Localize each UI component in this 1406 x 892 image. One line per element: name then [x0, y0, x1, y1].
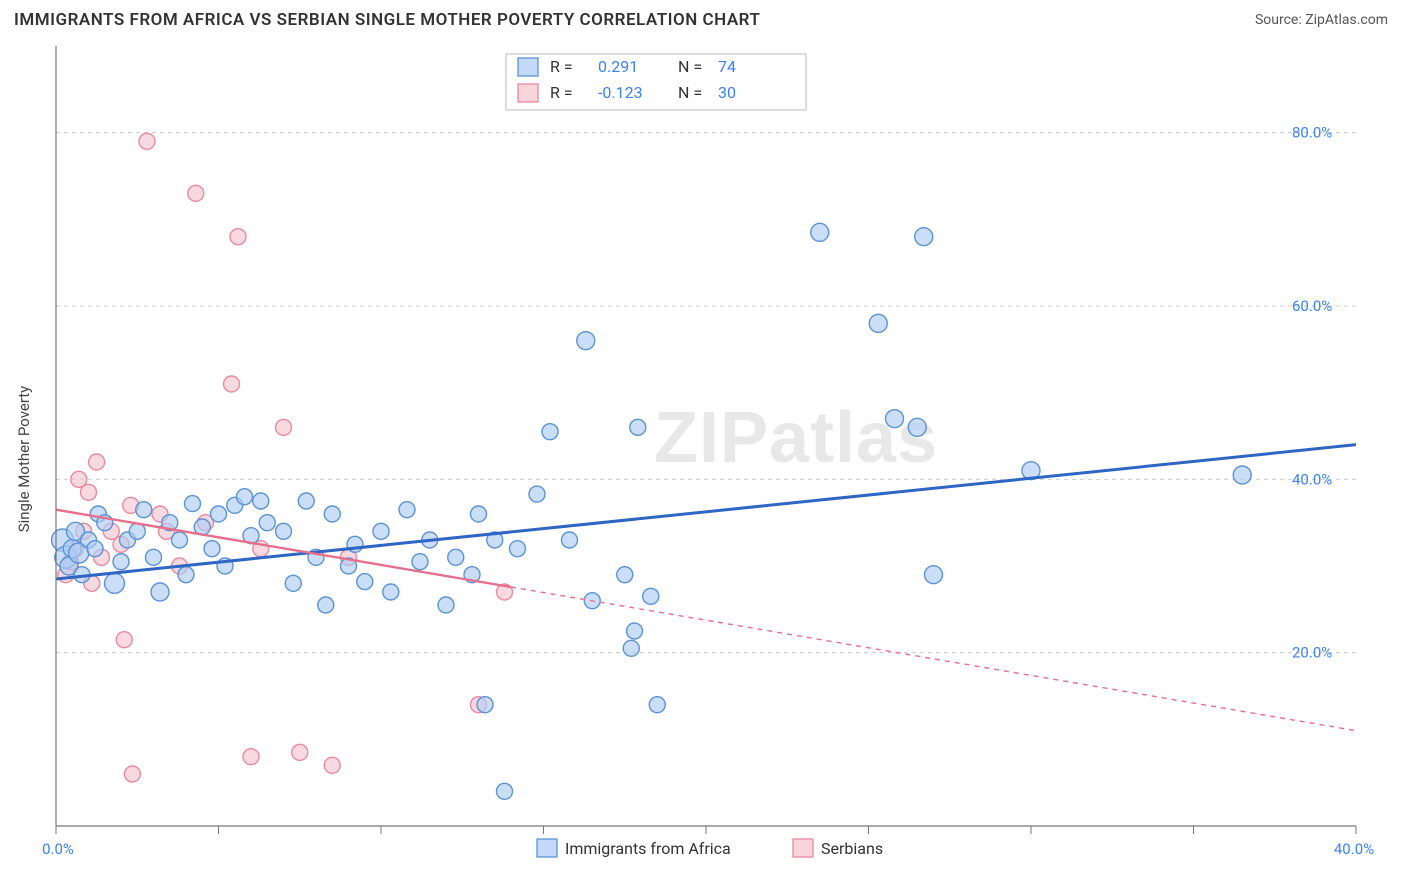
- x-tick-label: 0.0%: [42, 840, 74, 858]
- africa-point: [438, 597, 454, 613]
- legend-n-label: N =: [678, 83, 702, 102]
- africa-point: [298, 493, 314, 509]
- legend-r-value: 0.291: [598, 57, 638, 76]
- africa-point: [105, 573, 125, 593]
- serbians-trendline-dashed: [511, 587, 1356, 731]
- serbians-point: [116, 632, 132, 648]
- africa-point: [211, 506, 227, 522]
- africa-point: [185, 496, 201, 512]
- legend-n-value: 30: [718, 83, 736, 102]
- y-tick-label: 80.0%: [1292, 124, 1332, 142]
- africa-point: [276, 523, 292, 539]
- legend-r-label: R =: [550, 57, 573, 76]
- africa-point: [253, 493, 269, 509]
- legend-swatch: [518, 84, 538, 102]
- africa-point: [383, 584, 399, 600]
- y-tick-label: 20.0%: [1292, 644, 1332, 662]
- serbians-point: [139, 133, 155, 149]
- africa-point: [285, 575, 301, 591]
- africa-point: [627, 623, 643, 639]
- legend-n-value: 74: [718, 57, 736, 76]
- africa-point: [324, 506, 340, 522]
- x-tick-label: 40.0%: [1334, 840, 1374, 858]
- serbians-point: [89, 454, 105, 470]
- africa-point: [318, 597, 334, 613]
- africa-point: [237, 489, 253, 505]
- serbians-point: [276, 419, 292, 435]
- africa-point: [542, 424, 558, 440]
- africa-point: [87, 541, 103, 557]
- africa-point: [577, 332, 595, 350]
- africa-point: [529, 486, 545, 502]
- legend-n-label: N =: [678, 57, 702, 76]
- africa-point: [908, 418, 926, 436]
- bottom-legend-swatch: [537, 839, 557, 857]
- africa-point: [915, 228, 933, 246]
- bottom-legend-label: Serbians: [821, 839, 883, 858]
- y-axis-label: Single Mother Poverty: [15, 386, 33, 533]
- serbians-point: [243, 749, 259, 765]
- y-tick-label: 40.0%: [1292, 470, 1332, 488]
- africa-point: [172, 532, 188, 548]
- serbians-point: [124, 766, 140, 782]
- africa-point: [497, 783, 513, 799]
- serbians-point: [188, 185, 204, 201]
- africa-point: [399, 502, 415, 518]
- source-label: Source:: [1255, 12, 1305, 28]
- africa-point: [178, 567, 194, 583]
- africa-point: [151, 583, 169, 601]
- africa-point: [448, 549, 464, 565]
- africa-point: [643, 588, 659, 604]
- africa-point: [617, 567, 633, 583]
- africa-point: [412, 554, 428, 570]
- africa-point: [129, 523, 145, 539]
- serbians-point: [81, 484, 97, 500]
- y-tick-label: 60.0%: [1292, 297, 1332, 315]
- serbians-point: [230, 229, 246, 245]
- africa-point: [373, 523, 389, 539]
- serbians-point: [224, 376, 240, 392]
- africa-point: [630, 419, 646, 435]
- africa-point: [1233, 466, 1251, 484]
- correlation-chart: 20.0%40.0%60.0%80.0%ZIPatlas0.0%40.0%R =…: [14, 40, 1378, 878]
- africa-point: [811, 223, 829, 241]
- africa-point: [510, 541, 526, 557]
- bottom-legend-label: Immigrants from Africa: [565, 839, 731, 858]
- africa-point: [204, 541, 220, 557]
- africa-point: [869, 314, 887, 332]
- africa-point: [113, 554, 129, 570]
- africa-point: [259, 515, 275, 531]
- legend-r-label: R =: [550, 83, 573, 102]
- africa-point: [925, 566, 943, 584]
- source-attribution: Source: ZipAtlas.com: [1255, 12, 1388, 28]
- africa-point: [471, 506, 487, 522]
- source-name: ZipAtlas.com: [1305, 12, 1388, 28]
- legend-r-value: -0.123: [598, 83, 643, 102]
- serbians-point: [324, 757, 340, 773]
- bottom-legend-swatch: [793, 839, 813, 857]
- africa-point: [136, 502, 152, 518]
- africa-point: [146, 549, 162, 565]
- africa-point: [649, 697, 665, 713]
- africa-point: [357, 574, 373, 590]
- africa-point: [477, 697, 493, 713]
- chart-title: IMMIGRANTS FROM AFRICA VS SERBIAN SINGLE…: [14, 10, 760, 30]
- africa-point: [562, 532, 578, 548]
- africa-point: [623, 640, 639, 656]
- serbians-point: [292, 744, 308, 760]
- africa-point: [886, 410, 904, 428]
- legend-swatch: [518, 58, 538, 76]
